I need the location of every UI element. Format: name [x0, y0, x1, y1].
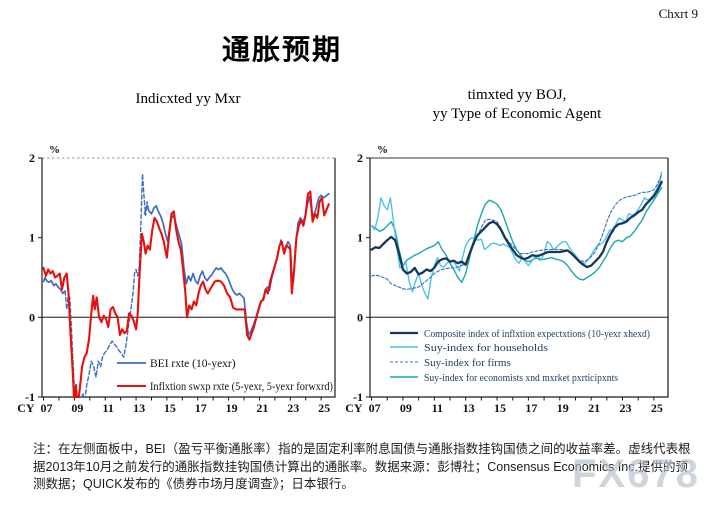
left-chart: -1 0 1 2% 07 09 11 13 15 17 19 21 23 25 CY BEI rxte (10…	[17, 144, 336, 415]
svg-text:17: 17	[195, 401, 207, 415]
watermark: FX678	[572, 452, 700, 496]
svg-text:1: 1	[357, 231, 363, 245]
svg-text:15: 15	[494, 401, 506, 415]
chart-number-label: Chxrt 9	[658, 6, 698, 21]
series-bei-rate-pre2013-dashed	[64, 173, 150, 398]
series-suy-index-firms	[371, 173, 663, 290]
page-title: 通胀预期	[221, 34, 342, 65]
svg-text:-1: -1	[25, 390, 35, 404]
series-composite-index	[370, 180, 663, 276]
svg-text:09: 09	[71, 401, 83, 415]
footnote: 注：在左侧面板中，BEI（盈亏平衡通胀率）指的是固定利率附息国债与通胀指数挂钩国…	[33, 441, 701, 494]
svg-text:%: %	[377, 144, 388, 156]
svg-text:17: 17	[525, 401, 537, 415]
svg-text:CY: CY	[345, 401, 363, 415]
svg-text:BEI rxte (10-yexr): BEI rxte (10-yexr)	[150, 358, 236, 370]
svg-text:13: 13	[463, 401, 475, 415]
series-suy-index-economists	[370, 186, 663, 284]
right-panel-header: timxted yy BOJ, yy Type of Economic Agen…	[352, 86, 682, 124]
svg-text:11: 11	[432, 401, 443, 415]
svg-text:0: 0	[29, 310, 35, 324]
svg-text:07: 07	[41, 401, 53, 415]
series-inflation-swap-rate	[42, 190, 330, 398]
footnote-line-1: 注：在左侧面板中，BEI（盈亏平衡通胀率）指的是固定利率附息国债与通胀指数挂钩国…	[33, 442, 691, 456]
svg-text:2: 2	[29, 151, 35, 165]
svg-text:0: 0	[357, 310, 363, 324]
right-panel-header-line-1: timxted yy BOJ,	[467, 87, 567, 103]
svg-text:11: 11	[103, 401, 114, 415]
svg-text:21: 21	[256, 401, 268, 415]
svg-text:Suy-index for firms: Suy-index for firms	[424, 357, 511, 369]
svg-text:07: 07	[369, 401, 381, 415]
right-panel-header-line-2: yy Type of Economic Agent	[432, 106, 602, 122]
svg-text:Suy-index for households: Suy-index for households	[424, 342, 548, 354]
left-panel-header-line: Indicxted yy Mxr	[135, 91, 241, 107]
svg-text:2: 2	[357, 151, 363, 165]
svg-text:Inflxtion swxp rxte (5-yexr, 5: Inflxtion swxp rxte (5-yexr, 5-yexr forw…	[150, 381, 333, 393]
svg-text:25: 25	[651, 401, 663, 415]
svg-text:21: 21	[588, 401, 600, 415]
svg-text:15: 15	[164, 401, 176, 415]
svg-text:%: %	[49, 144, 60, 156]
svg-text:1: 1	[29, 231, 35, 245]
footnote-line-3: 测数据；QUICK发布的《债券市场月度调查》；日本银行。	[33, 477, 354, 491]
svg-text:23: 23	[620, 401, 632, 415]
svg-text:-1: -1	[353, 390, 363, 404]
right-chart: -1 0 1 2% 07 09 11 13 15 17 19 21 23 25 CY Composite in…	[345, 144, 669, 415]
svg-text:Composite index of inflxtion e: Composite index of inflxtion expectxtion…	[424, 328, 650, 340]
left-panel-header: Indicxted yy Mxr	[30, 90, 346, 109]
series-suy-index-households	[370, 171, 663, 300]
svg-text:19: 19	[557, 401, 569, 415]
svg-text:23: 23	[287, 401, 299, 415]
svg-text:13: 13	[133, 401, 145, 415]
svg-text:09: 09	[400, 401, 412, 415]
svg-text:19: 19	[226, 401, 238, 415]
footnote-line-2: 据2013年10月之前发行的通胀指数挂钩国债计算出的通胀率。数据来源：彭博社；C…	[33, 459, 688, 474]
svg-text:CY: CY	[17, 401, 35, 415]
svg-text:Suy-index for economists xnd m: Suy-index for economists xnd mxrket pxrt…	[424, 372, 618, 384]
svg-text:25: 25	[318, 401, 330, 415]
series-bei-rate-early	[42, 276, 66, 295]
